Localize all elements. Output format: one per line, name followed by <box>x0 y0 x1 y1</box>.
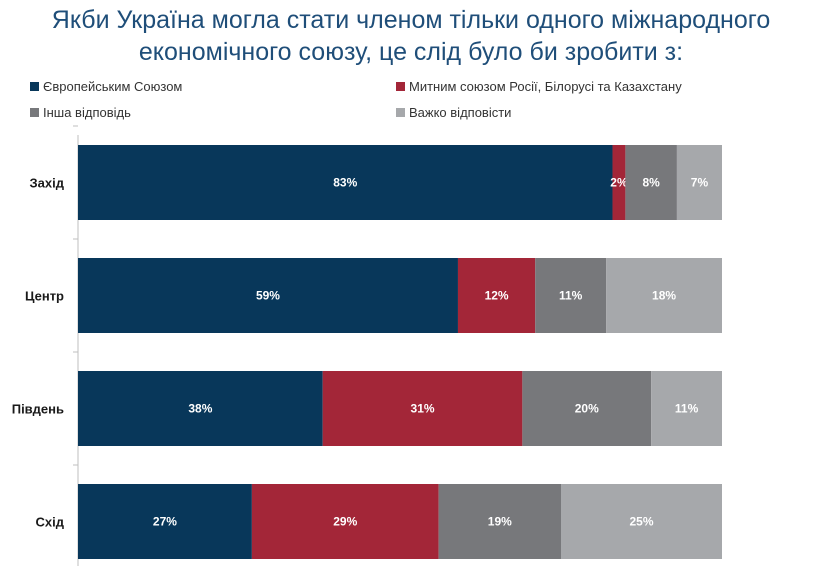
category-label: Південь <box>12 402 64 417</box>
legend-item-hard-to-say: Важко відповісти <box>396 105 511 120</box>
legend-swatch-eu <box>30 82 39 91</box>
legend-swatch-hard-to-say <box>396 108 405 117</box>
bar-segment <box>606 258 722 333</box>
legend-label-eu: Європейським Союзом <box>43 79 183 94</box>
bar-segment <box>78 484 252 559</box>
data-label: 83% <box>333 176 357 190</box>
bar-segment <box>522 371 652 446</box>
bar-segment <box>457 258 536 333</box>
data-label: 12% <box>485 289 509 303</box>
data-label: 7% <box>691 176 709 190</box>
bar-segment <box>625 145 677 220</box>
bar-segment <box>78 258 458 333</box>
bar-segment <box>78 145 613 220</box>
data-label: 25% <box>629 515 653 529</box>
data-label: 18% <box>652 289 676 303</box>
bar-segment <box>535 258 607 333</box>
category-label: Схід <box>36 515 65 530</box>
data-label: 29% <box>333 515 357 529</box>
chart-title-line-1: Якби Україна могла стати членом тільки о… <box>51 6 771 34</box>
bar-segment <box>612 145 626 220</box>
legend-label-other: Інша відповідь <box>43 105 131 120</box>
bar-segment <box>651 371 722 446</box>
data-label: 27% <box>153 515 177 529</box>
legend-label-hard-to-say: Важко відповісти <box>409 105 512 120</box>
legend-swatch-other <box>30 108 39 117</box>
data-label: 19% <box>488 515 512 529</box>
data-label: 20% <box>575 402 599 416</box>
data-label: 2% <box>610 176 628 190</box>
legend-label-customs-union: Митним союзом Росії, Білорусі та Казахст… <box>409 79 682 94</box>
data-label: 38% <box>188 402 212 416</box>
category-label: Захід <box>30 176 65 191</box>
chart-title-line-2: економічного союзу, це слід було би зроб… <box>138 38 684 66</box>
bar-segment <box>78 371 323 446</box>
data-label: 11% <box>675 402 699 416</box>
legend-item-eu: Європейським Союзом <box>30 79 182 94</box>
bar-segment <box>322 371 523 446</box>
data-label: 11% <box>559 289 583 303</box>
legend-item-other: Інша відповідь <box>30 105 131 120</box>
data-label: 8% <box>642 176 660 190</box>
data-label: 31% <box>411 402 435 416</box>
legend-item-customs-union: Митним союзом Росії, Білорусі та Казахст… <box>396 79 682 94</box>
bar-segment <box>561 484 722 559</box>
bar-segment <box>251 484 439 559</box>
legend-swatch-customs-union <box>396 82 405 91</box>
data-label: 59% <box>256 289 280 303</box>
chart-title: Якби Україна могла стати членом тільки о… <box>0 4 822 68</box>
bar-segment <box>438 484 561 559</box>
bar-segment <box>676 145 722 220</box>
category-label: Центр <box>25 289 64 304</box>
